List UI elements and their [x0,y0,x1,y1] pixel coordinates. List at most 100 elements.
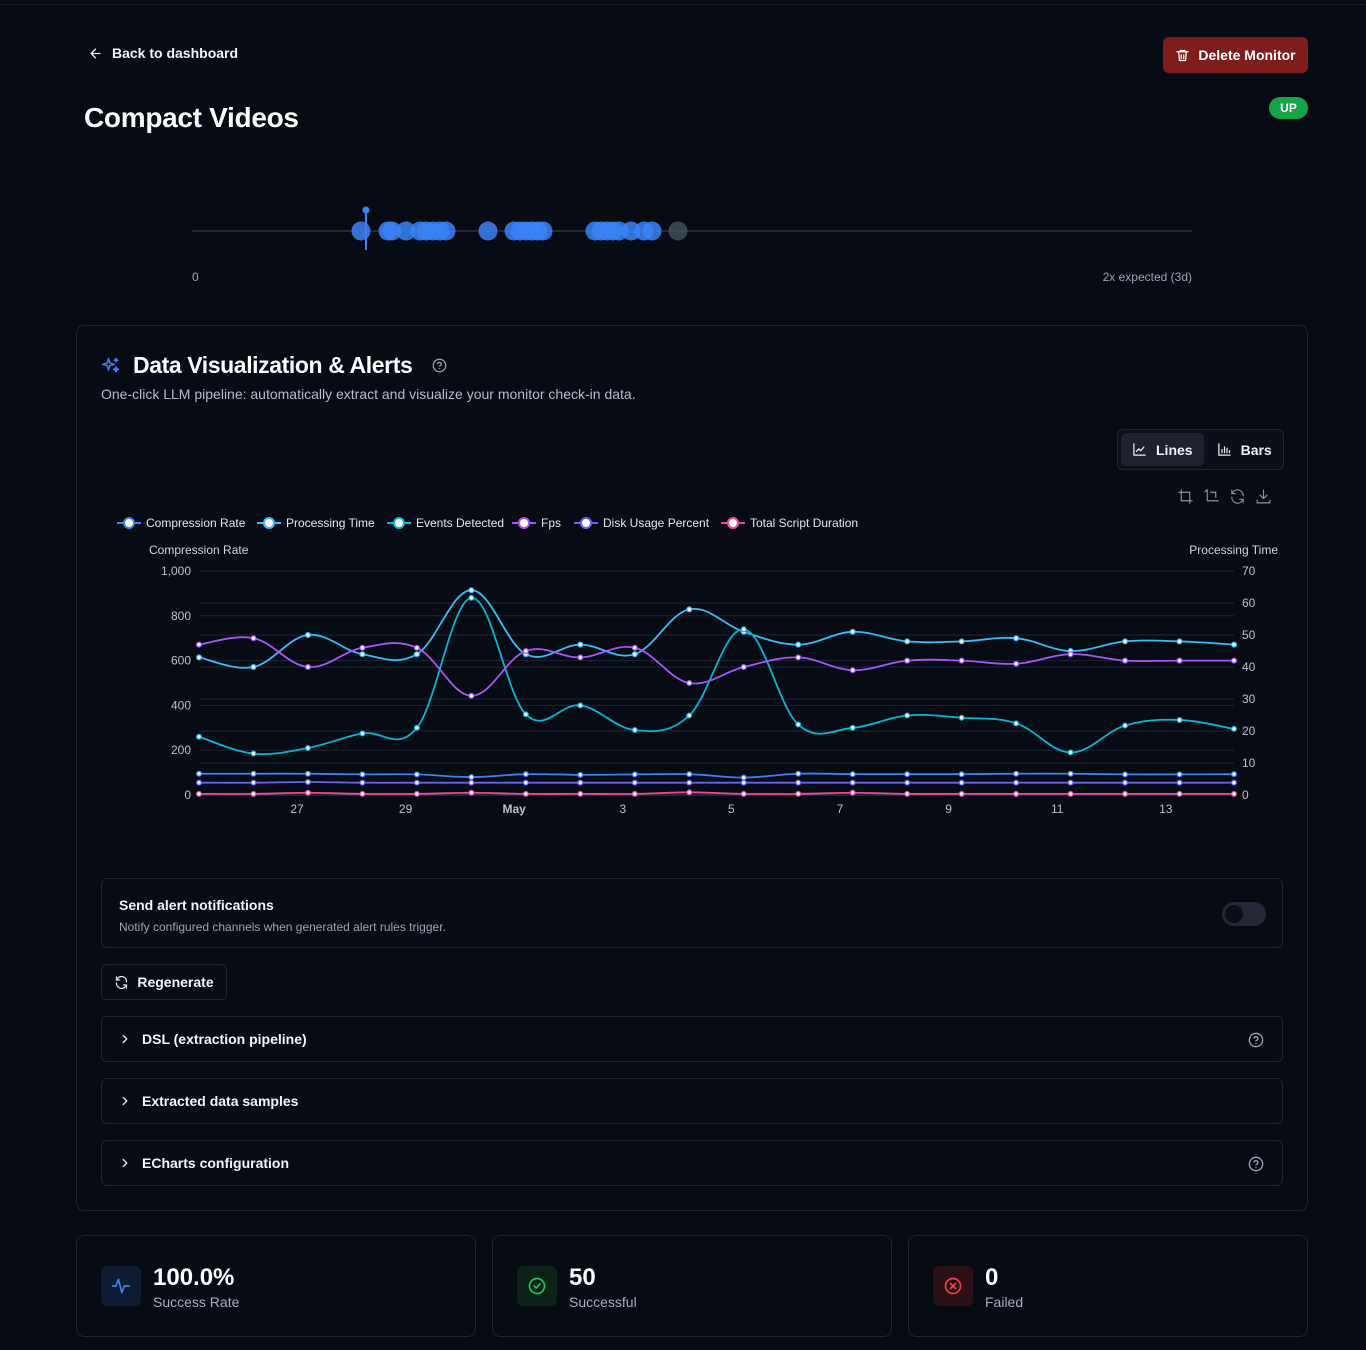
zoom-area-icon[interactable] [1177,488,1194,505]
data-point[interactable] [1013,660,1020,667]
help-circle-icon[interactable] [1248,1032,1264,1048]
data-point[interactable] [413,779,420,786]
restore-icon[interactable] [1229,488,1246,505]
accordion-dsl[interactable]: DSL (extraction pipeline) [101,1016,1283,1062]
data-point[interactable] [304,770,311,777]
data-point[interactable] [468,774,475,781]
data-point[interactable] [195,733,202,740]
data-point[interactable] [1176,771,1183,778]
data-point[interactable] [359,651,366,658]
data-point[interactable] [304,789,311,796]
data-point[interactable] [577,654,584,661]
data-point[interactable] [740,779,747,786]
data-point[interactable] [250,635,257,642]
bars-view-button[interactable]: Bars [1206,433,1283,466]
delete-monitor-button[interactable]: Delete Monitor [1163,37,1308,73]
data-point[interactable] [522,779,529,786]
data-point[interactable] [1067,779,1074,786]
data-point[interactable] [413,771,420,778]
data-point[interactable] [195,641,202,648]
legend-item[interactable]: Disk Usage Percent [574,516,710,530]
data-point[interactable] [1176,790,1183,797]
data-point[interactable] [849,667,856,674]
data-point[interactable] [577,790,584,797]
checkin-dot[interactable] [642,221,662,241]
data-point[interactable] [1067,790,1074,797]
data-point[interactable] [1176,638,1183,645]
data-point[interactable] [1122,771,1129,778]
checkin-dot[interactable] [396,221,416,241]
data-point[interactable] [359,771,366,778]
data-point[interactable] [304,779,311,786]
data-point[interactable] [304,664,311,671]
data-point[interactable] [1230,771,1237,778]
data-point[interactable] [849,789,856,796]
data-point[interactable] [468,587,475,594]
data-point[interactable] [577,641,584,648]
data-point[interactable] [795,721,802,728]
data-point[interactable] [958,779,965,786]
data-point[interactable] [250,779,257,786]
data-point[interactable] [250,664,257,671]
data-point[interactable] [359,790,366,797]
data-point[interactable] [740,626,747,633]
data-point[interactable] [686,680,693,687]
data-point[interactable] [1230,790,1237,797]
data-point[interactable] [1013,790,1020,797]
data-point[interactable] [904,779,911,786]
data-point[interactable] [958,790,965,797]
regenerate-button[interactable]: Regenerate [101,964,227,1000]
data-point[interactable] [958,657,965,664]
data-point[interactable] [413,790,420,797]
data-point[interactable] [1067,770,1074,777]
download-icon[interactable] [1255,488,1272,505]
data-point[interactable] [849,724,856,731]
data-point[interactable] [1122,638,1129,645]
data-point[interactable] [631,779,638,786]
data-point[interactable] [577,771,584,778]
zoom-reset-icon[interactable] [1203,488,1220,505]
data-point[interactable] [1230,657,1237,664]
data-point[interactable] [468,789,475,796]
data-point[interactable] [359,644,366,651]
data-point[interactable] [359,779,366,786]
data-point[interactable] [904,638,911,645]
data-point[interactable] [1122,779,1129,786]
data-point[interactable] [522,771,529,778]
legend-item[interactable]: Compression Rate [117,516,246,530]
data-point[interactable] [250,790,257,797]
data-point[interactable] [740,774,747,781]
checkin-dot[interactable] [533,221,553,241]
data-point[interactable] [195,779,202,786]
data-point[interactable] [631,790,638,797]
legend-item[interactable]: Total Script Duration [721,516,858,530]
data-point[interactable] [849,771,856,778]
help-circle-icon[interactable] [432,358,447,373]
data-point[interactable] [1013,779,1020,786]
data-point[interactable] [795,641,802,648]
data-point[interactable] [686,606,693,613]
checkin-dot[interactable] [382,221,402,241]
alert-notifications-toggle[interactable] [1222,902,1266,926]
data-point[interactable] [1176,779,1183,786]
data-point[interactable] [904,657,911,664]
data-point[interactable] [1122,722,1129,729]
data-point[interactable] [740,664,747,671]
data-point[interactable] [795,790,802,797]
help-circle-icon[interactable] [1248,1156,1264,1172]
checkin-dot[interactable] [351,221,371,241]
data-point[interactable] [686,779,693,786]
legend-item[interactable]: Processing Time [257,516,375,530]
data-point[interactable] [849,779,856,786]
data-point[interactable] [359,730,366,737]
checkin-dot[interactable] [668,221,688,241]
data-point[interactable] [413,651,420,658]
data-point[interactable] [1122,790,1129,797]
data-point[interactable] [904,771,911,778]
data-point[interactable] [958,638,965,645]
accordion-echarts-config[interactable]: ECharts configuration [101,1140,1283,1186]
data-point[interactable] [958,771,965,778]
accordion-extracted-samples[interactable]: Extracted data samples [101,1078,1283,1124]
data-point[interactable] [468,594,475,601]
data-point[interactable] [631,727,638,734]
